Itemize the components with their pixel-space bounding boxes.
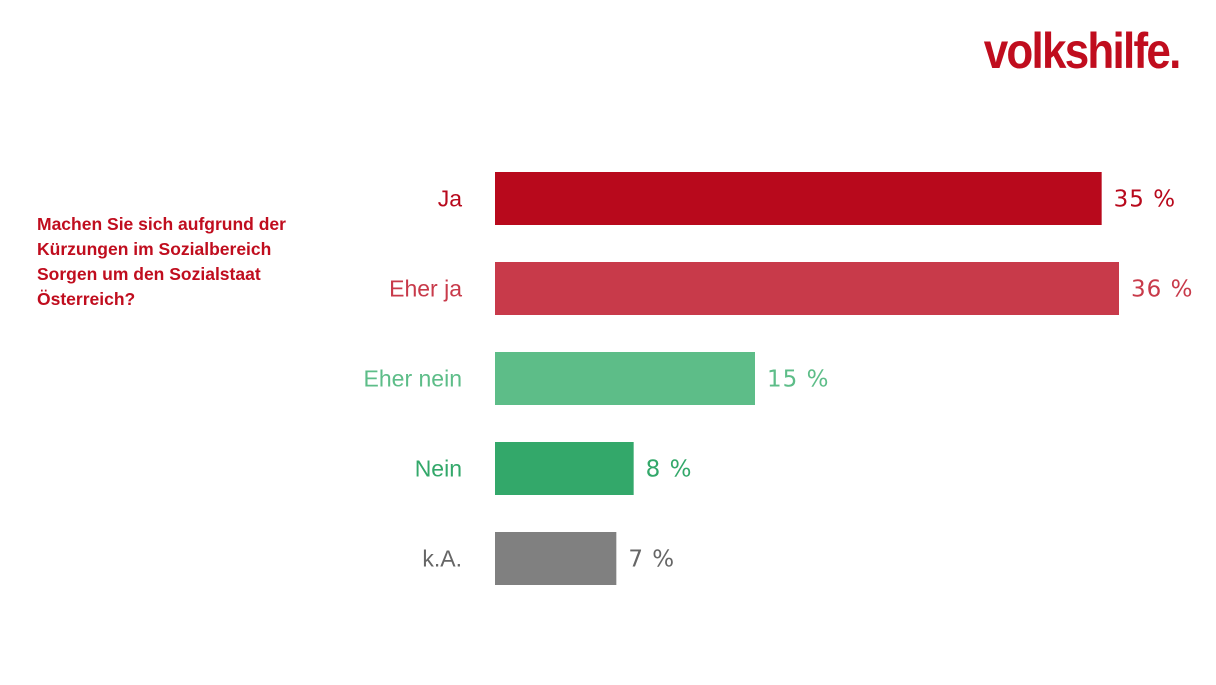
category-label: Eher ja <box>389 276 462 302</box>
bar-ja <box>495 172 1102 225</box>
value-label: 8 % <box>646 457 693 483</box>
value-label: 15 % <box>767 367 829 393</box>
volkshilfe-logo: volkshilfe. <box>984 23 1182 79</box>
value-label: 35 % <box>1114 187 1176 213</box>
value-label: 36 % <box>1131 277 1193 303</box>
bar-eher-ja <box>495 262 1119 315</box>
value-label: 7 % <box>628 547 675 573</box>
category-label: Ja <box>438 186 463 212</box>
category-label: Nein <box>415 456 462 482</box>
bar-eher-nein <box>495 352 755 405</box>
category-label: k.A. <box>422 546 462 572</box>
survey-question: Machen Sie sich aufgrund der Kürzungen i… <box>37 214 286 309</box>
category-label: Eher nein <box>364 366 462 392</box>
bar-nein <box>495 442 634 495</box>
bar-k-a <box>495 532 617 585</box>
